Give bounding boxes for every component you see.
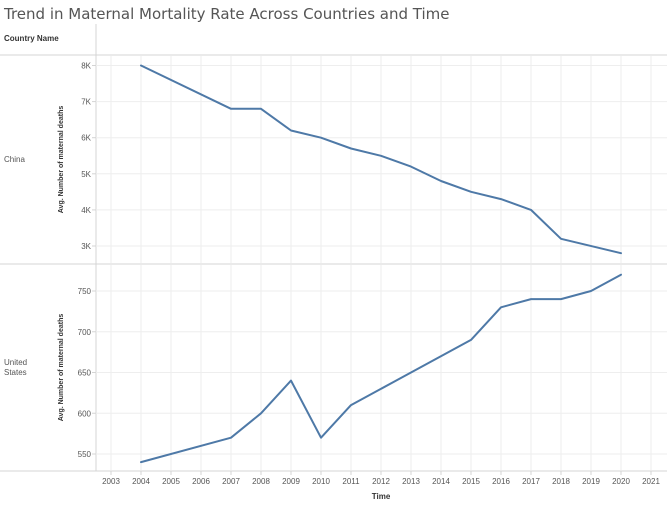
chart-title: Trend in Maternal Mortality Rate Across … [4, 5, 450, 23]
x-tick-label: 2016 [492, 477, 510, 486]
x-tick-label: 2005 [162, 477, 180, 486]
x-tick-label: 2015 [462, 477, 480, 486]
x-tick-label: 2012 [372, 477, 390, 486]
series-line-united-states [140, 273, 622, 464]
x-tick-label: 2014 [432, 477, 450, 486]
y-tick-label: 600 [78, 409, 92, 418]
x-tick-label: 2018 [552, 477, 570, 486]
x-tick-label: 2004 [132, 477, 150, 486]
x-tick-label: 2017 [522, 477, 540, 486]
row-label-china: China [4, 155, 25, 164]
x-tick-label: 2007 [222, 477, 240, 486]
y-tick-label: 750 [78, 287, 92, 296]
y-tick-label: 700 [78, 328, 92, 337]
x-tick-label: 2013 [402, 477, 420, 486]
y-tick-label: 7K [81, 98, 91, 107]
y-tick-label: 8K [81, 62, 91, 71]
row-header-country-name: Country Name [4, 34, 59, 43]
series-line-china [140, 64, 622, 255]
x-tick-label: 2006 [192, 477, 210, 486]
y-tick-label: 6K [81, 134, 91, 143]
x-tick-label: 2019 [582, 477, 600, 486]
x-tick-label: 2011 [342, 477, 360, 486]
y-tick-label: 550 [78, 450, 92, 459]
y-axis-title: Avg. Number of maternal deaths [58, 106, 65, 214]
y-tick-label: 3K [81, 242, 91, 251]
x-tick-label: 2008 [252, 477, 270, 486]
y-tick-label: 5K [81, 170, 91, 179]
y-tick-label: 4K [81, 206, 91, 215]
x-tick-label: 2020 [612, 477, 630, 486]
y-axis-title: Avg. Number of maternal deaths [58, 314, 65, 422]
x-tick-label: 2003 [102, 477, 120, 486]
x-axis-title: Time [372, 492, 391, 501]
x-tick-label: 2021 [642, 477, 660, 486]
x-tick-label: 2010 [312, 477, 330, 486]
x-tick-label: 2009 [282, 477, 300, 486]
row-label-united-states: United States [4, 358, 28, 377]
y-tick-label: 650 [78, 369, 92, 378]
